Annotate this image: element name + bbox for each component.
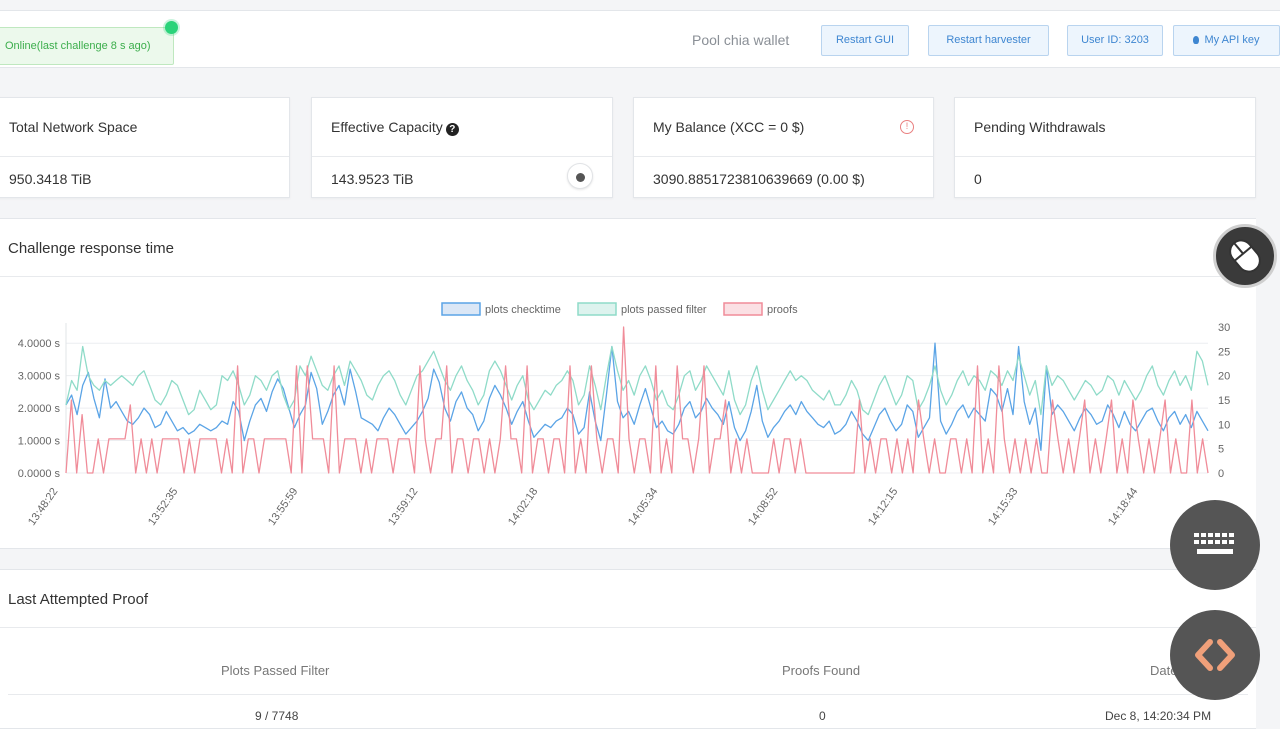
y-right-tick-label: 5 [1218,444,1224,456]
network-space-title: Total Network Space [0,98,289,157]
y-left-tick-label: 2.0000 s [18,403,61,415]
api-key-button[interactable]: My API key [1173,25,1280,56]
x-tick-label: 14:12:15 [866,486,900,528]
column-header-proofs-found: Proofs Found [782,663,861,678]
last-proof-title: Last Attempted Proof [0,570,1256,628]
x-tick-label: 14:02:18 [506,486,540,528]
y-right-tick-label: 0 [1218,468,1224,480]
network-space-card: Total Network Space 950.3418 TiB [0,97,290,198]
balance-card: My Balance (XCC = 0 $) ! 3090.8851723810… [633,97,934,198]
table-cell-proofs-found: 0 [819,709,826,723]
column-header-plots-passed: Plots Passed Filter [221,663,330,678]
mouse-mode-icon[interactable] [1213,224,1277,288]
legend-label: plots passed filter [621,304,707,316]
legend-label: plots checktime [485,304,561,316]
balance-title: My Balance (XCC = 0 $) [653,119,805,135]
x-tick-label: 13:52:35 [146,486,180,528]
network-space-value: 950.3418 TiB [9,171,92,187]
pending-withdrawals-title: Pending Withdrawals [955,98,1255,157]
x-tick-label: 13:48:22 [26,486,60,528]
y-right-tick-label: 10 [1218,419,1230,431]
legend-swatch [723,302,763,316]
y-left-tick-label: 0.0000 s [18,468,61,480]
series-line-1 [65,345,1209,416]
online-status-text: Online(last challenge 8 s ago) [5,40,151,52]
x-tick-label: 14:18:44 [1106,486,1140,528]
legend-label: proofs [767,304,798,316]
restart-gui-button[interactable]: Restart GUI [821,25,909,56]
x-tick-label: 14:15:33 [986,486,1020,528]
challenge-response-title: Challenge response time [0,219,1256,277]
effective-capacity-value: 143.9523 TiB [331,171,414,187]
x-tick-label: 14:05:34 [626,486,660,528]
legend-swatch [441,302,481,316]
table-cell-plots-passed: 9 / 7748 [255,709,299,723]
effective-capacity-card: Effective Capacity? 143.9523 TiB [311,97,613,198]
legend-swatch [577,302,617,316]
keyboard-icon[interactable] [1170,500,1260,590]
online-status-dot-icon [165,21,178,34]
alert-icon[interactable]: ! [900,120,914,134]
user-id-button[interactable]: User ID: 3203 [1067,25,1163,56]
pending-withdrawals-card: Pending Withdrawals 0 [954,97,1256,198]
help-icon[interactable]: ? [445,123,459,136]
y-left-tick-label: 4.0000 s [18,338,61,350]
table-divider [8,694,1248,695]
effective-capacity-header: Effective Capacity? [312,98,612,157]
table-cell-date: Dec 8, 14:20:34 PM [1105,709,1212,723]
challenge-response-panel: Challenge response time 0.0000 s 1.0000 s… [0,218,1256,549]
restart-harvester-button[interactable]: Restart harvester [928,25,1049,56]
x-tick-label: 13:59:12 [386,486,420,528]
online-status-badge: Online(last challenge 8 s ago) [0,27,174,65]
challenge-response-chart: 0.0000 s 1.0000 s 2.0000 s 3.0000 s 4.0000 s… [18,302,1230,528]
key-icon [1193,36,1200,44]
y-left-tick-label: 1.0000 s [18,436,61,448]
pending-withdrawals-value: 0 [974,171,982,187]
x-tick-label: 14:08:52 [746,486,780,528]
top-bar: Online(last challenge 8 s ago) Pool chia… [0,10,1280,68]
y-left-tick-label: 3.0000 s [18,371,61,383]
y-right-tick-label: 15 [1218,395,1230,407]
series-line-2 [65,326,1209,474]
y-right-tick-label: 25 [1218,346,1230,358]
series-line-0 [65,342,1209,451]
pool-wallet-label: Pool chia wallet [692,32,790,48]
effective-capacity-title: Effective Capacity [331,119,443,135]
x-tick-label: 13:55:59 [266,486,300,528]
api-key-label: My API key [1204,34,1260,46]
last-proof-panel: Last Attempted Proof Plots Passed Filter… [0,569,1256,729]
code-icon[interactable] [1170,610,1260,700]
info-circle-icon[interactable] [567,163,593,189]
balance-header: My Balance (XCC = 0 $) ! [634,98,933,157]
balance-value: 3090.8851723810639669 (0.00 $) [653,171,865,187]
effective-capacity-value-row: 143.9523 TiB [312,157,612,189]
y-right-tick-label: 30 [1218,322,1230,334]
y-right-tick-label: 20 [1218,371,1230,383]
